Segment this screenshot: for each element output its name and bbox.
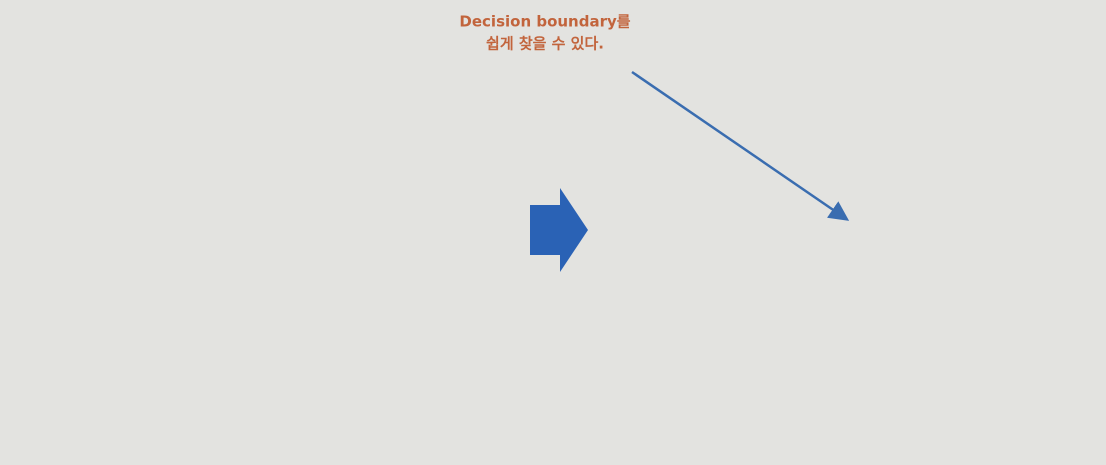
annotation: Decision boundary를 (459, 13, 630, 31)
transform-arrow (530, 188, 588, 272)
annotation: 쉽게 찾을 수 있다. (486, 35, 604, 53)
annotation-arrow (631, 70, 850, 221)
